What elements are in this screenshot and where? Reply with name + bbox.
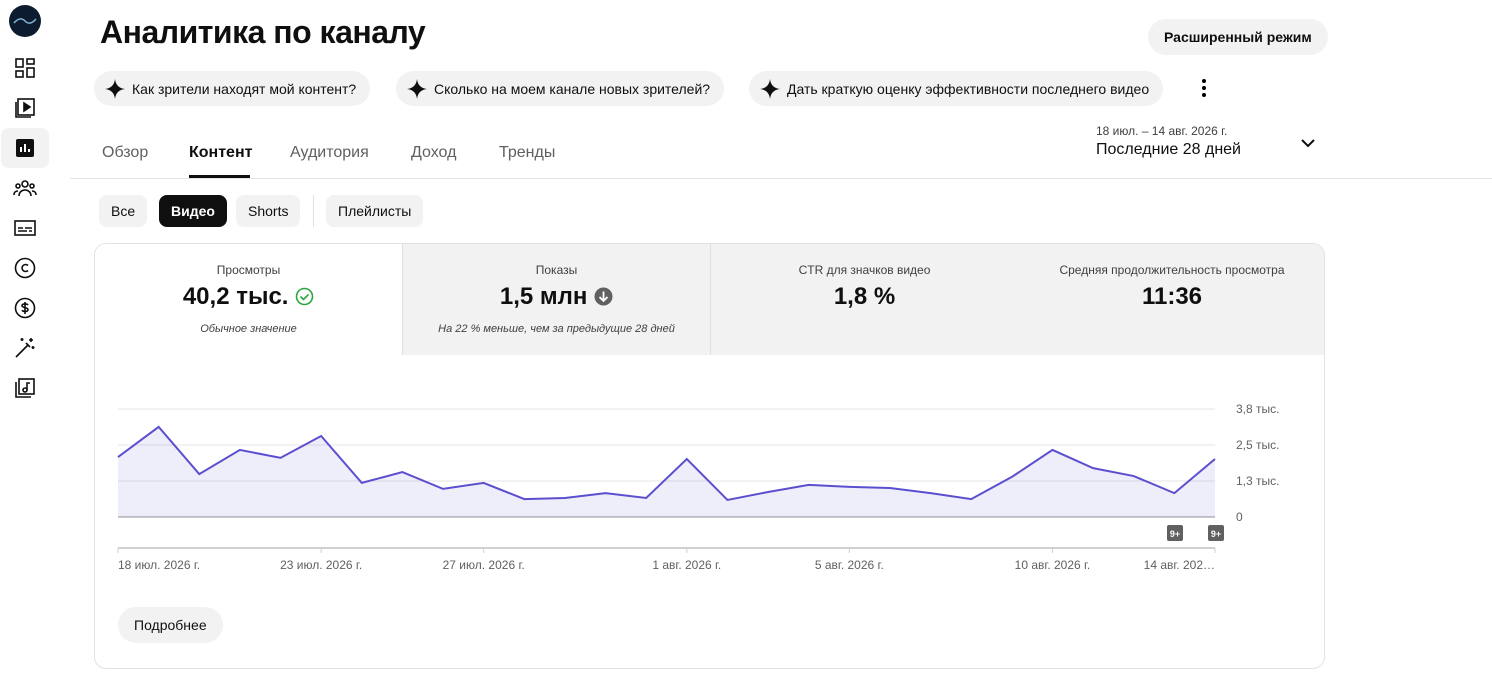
divider [70,178,1492,179]
suggestion-text: Сколько на моем канале новых зрителей? [434,80,711,97]
filter-chip[interactable]: Плейлисты [326,195,424,227]
date-range-label[interactable]: Последние 28 дней [1096,141,1241,158]
nav-dashboard[interactable] [13,56,37,80]
date-range-dates: 18 июл. – 14 авг. 2026 г. [1096,124,1228,138]
metric-tile[interactable]: Показы 1,5 млн На 22 % меньше, чем за пре… [403,244,711,355]
divider [313,195,314,227]
tab[interactable]: Обзор [102,144,149,161]
suggestion-text: Дать краткую оценку эффективности послед… [787,80,1150,97]
metric-value: 1,5 млн [403,283,710,311]
tab[interactable]: Контент [189,144,253,161]
down-icon [594,287,613,306]
nav-customize[interactable] [13,336,37,360]
tab[interactable]: Доход [411,144,457,161]
metric-value: 1,8 % [833,283,896,310]
nav-subtitles[interactable] [13,216,37,240]
sparkle-icon [407,79,427,99]
suggestion-chip[interactable]: Дать краткую оценку эффективности послед… [749,71,1164,106]
date-dropdown[interactable] [1299,135,1317,151]
filter-chip[interactable]: Все [99,195,148,227]
metric-value-text: 1,5 млн [499,283,588,310]
nav-community[interactable] [13,176,37,200]
suggestion-chip[interactable]: Как зрители находят мой контент? [94,71,371,106]
metric-label: Средняя продолжительность просмотра [1059,263,1285,277]
filter-chip[interactable]: Shorts [236,195,301,227]
metric-tile[interactable]: CTR для значков видео 1,8 % [711,244,1019,355]
metric-note: На 22 % меньше, чем за предыдущие 28 дне… [438,323,675,335]
filter-chip[interactable]: Видео [159,195,227,227]
metric-value: 11:36 [1141,283,1203,310]
page-title: Аналитика по каналу [100,14,426,50]
advanced-mode-button[interactable]: Расширенный режим [1148,19,1328,55]
sidebar [0,0,50,686]
nav-earn[interactable] [13,296,37,320]
chart-card: Просмотры 40,2 тыс. Обычное значение Пока… [94,243,1325,669]
more-menu[interactable] [1196,78,1212,98]
metric-label: Показы [535,263,578,277]
metric-tile[interactable]: Средняя продолжительность просмотра 11:36 [1018,244,1324,355]
suggestion-text: Как зрители находят мой контент? [132,80,357,97]
metric-note: Обычное значение [200,323,297,335]
metric-label: Просмотры [216,263,281,277]
metric-value-text: 40,2 тыс. [182,283,289,310]
channel-avatar [9,5,41,37]
tab[interactable]: Аудитория [290,144,369,161]
nav-audio[interactable] [13,376,37,400]
nav-analytics[interactable] [13,136,37,160]
tab-indicator [189,175,250,178]
suggestion-chip[interactable]: Сколько на моем канале новых зрителей? [396,71,725,106]
sparkle-icon [760,79,780,99]
check-icon [295,287,314,306]
sparkle-icon [105,79,125,99]
nav-copyright[interactable] [13,256,37,280]
metric-label: CTR для значков видео [798,263,931,277]
tab[interactable]: Тренды [499,144,556,161]
metric-tile[interactable]: Просмотры 40,2 тыс. Обычное значение [95,244,403,355]
more-details-button[interactable]: Подробнее [118,607,223,643]
metric-value: 40,2 тыс. [95,283,402,311]
nav-content[interactable] [13,96,37,120]
